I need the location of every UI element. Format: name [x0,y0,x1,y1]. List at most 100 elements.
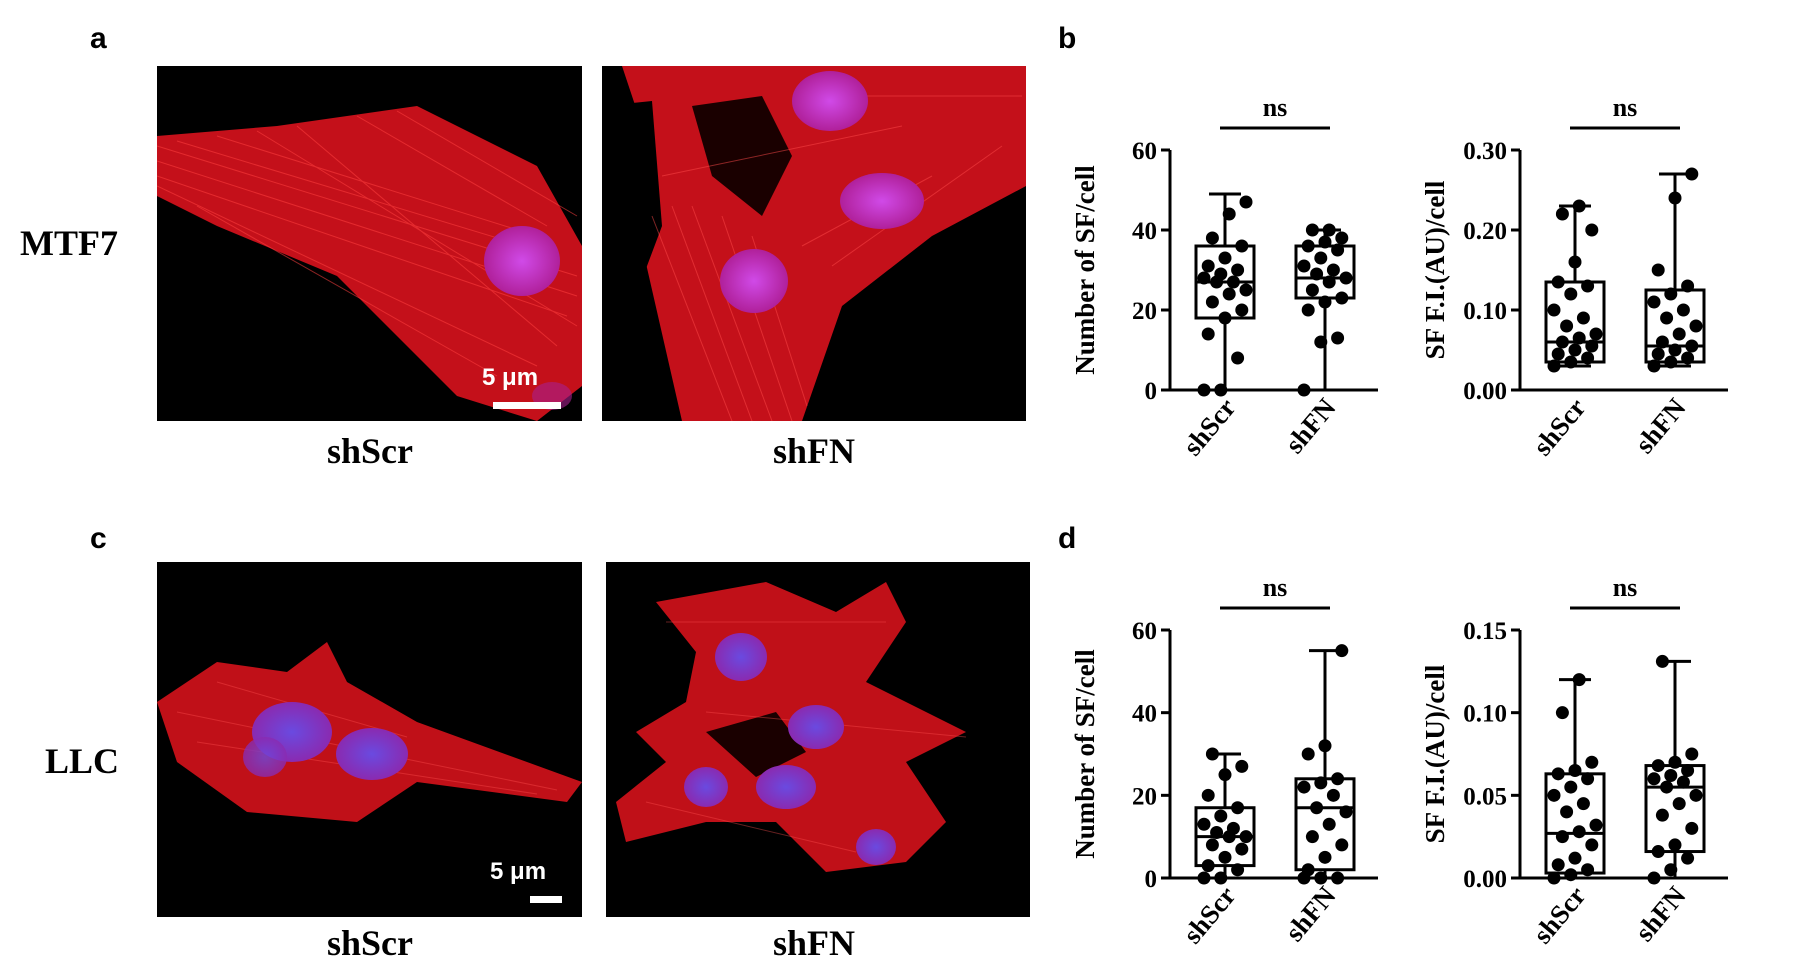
data-point [1239,830,1253,844]
boxplot-b-right: SF F.I.(AU)/cell 0.00 0.10 0.20 0.30 shScr shF… [1410,90,1740,480]
data-point [1647,295,1661,309]
data-point [1681,851,1695,865]
panel-letter-b: b [1058,22,1077,55]
data-point [1572,331,1586,345]
data-point [1689,788,1703,802]
data-point [1205,295,1219,309]
x-category-label: shScr [1527,393,1591,462]
data-point [1197,871,1211,885]
y-tick-label: 0.00 [1463,378,1507,405]
data-point [1214,809,1228,823]
panel-letter-c: c [90,522,107,555]
data-point [1339,271,1353,285]
data-point [1318,295,1332,309]
y-tick-label: 40 [1132,218,1157,245]
data-point [1585,838,1599,852]
data-point [1205,747,1219,761]
data-point [1681,279,1695,293]
data-point [1651,845,1665,859]
data-point [1318,739,1332,753]
significance-label: ns [1263,573,1288,602]
y-tick-label: 0 [1145,866,1158,893]
y-tick-label: 20 [1132,298,1157,325]
y-axis-label: Number of SF/cell [1070,165,1100,375]
data-point [1235,239,1249,253]
data-point [1581,772,1595,786]
data-point [1647,772,1661,786]
significance-label: ns [1263,93,1288,122]
y-tick-label: 0.10 [1463,701,1507,728]
data-point [1655,808,1669,822]
data-point [1564,287,1578,301]
data-point [1197,271,1211,285]
data-point [1322,223,1336,237]
data-point [1218,251,1232,265]
panel-letter-a: a [90,22,107,55]
y-tick-label: 0.20 [1463,218,1507,245]
data-point [1310,801,1324,815]
data-point [1326,263,1340,277]
micrograph-llc-shscr [157,562,582,917]
row-label-llc: LLC [45,741,120,781]
condition-label-shfn-row1: shFN [772,431,856,471]
data-point [1314,776,1328,790]
data-point [1318,235,1332,249]
data-point [1210,826,1224,840]
data-point [1231,801,1245,815]
scale-bar-row1 [493,402,561,409]
y-axis-label: Number of SF/cell [1070,649,1100,859]
data-point [1681,764,1695,778]
condition-label-shfn-row2: shFN [772,923,856,963]
data-point [1301,303,1315,317]
data-point [1555,335,1569,349]
data-point [1214,267,1228,281]
data-point [1585,755,1599,769]
data-point [1655,654,1669,668]
data-point [1560,805,1574,819]
data-point [1664,863,1678,877]
boxplot-b-left: Number of SF/cell 0 20 40 60 shScr shFN ns [1060,90,1390,480]
data-point [1551,347,1565,361]
data-point [1235,759,1249,773]
data-point [1335,838,1349,852]
data-point [1297,383,1311,397]
data-point [1581,351,1595,365]
data-point [1576,797,1590,811]
data-point [1672,327,1686,341]
data-point [1668,755,1682,769]
x-category-label: shFN [1629,880,1692,947]
data-point [1664,768,1678,782]
significance-label: ns [1613,573,1638,602]
data-point [1318,850,1332,864]
data-point [1564,868,1578,882]
data-point [1685,821,1699,835]
data-point [1205,838,1219,852]
data-point [1197,817,1211,831]
y-tick-label: 40 [1132,701,1157,728]
data-point [1201,859,1215,873]
data-point [1660,780,1674,794]
data-point [1551,275,1565,289]
data-point [1310,267,1324,281]
micrograph-mtf7-shscr [157,66,582,421]
data-point [1568,255,1582,269]
data-point [1331,871,1345,885]
data-point [1239,283,1253,297]
data-point [1572,825,1586,839]
data-point [1651,347,1665,361]
boxplot-d-right: SF F.I.(AU)/cell 0.00 0.05 0.10 0.15 shScr shF… [1410,570,1740,970]
data-point [1664,355,1678,369]
data-point [1651,263,1665,277]
data-point [1197,383,1211,397]
data-point [1335,644,1349,658]
data-point [1331,331,1345,345]
x-category-label: shScr [1177,393,1241,462]
data-point [1576,311,1590,325]
data-point [1239,195,1253,209]
data-point [1226,275,1240,289]
data-point [1555,830,1569,844]
data-point [1551,767,1565,781]
data-point [1305,830,1319,844]
data-point [1205,231,1219,245]
data-point [1664,287,1678,301]
